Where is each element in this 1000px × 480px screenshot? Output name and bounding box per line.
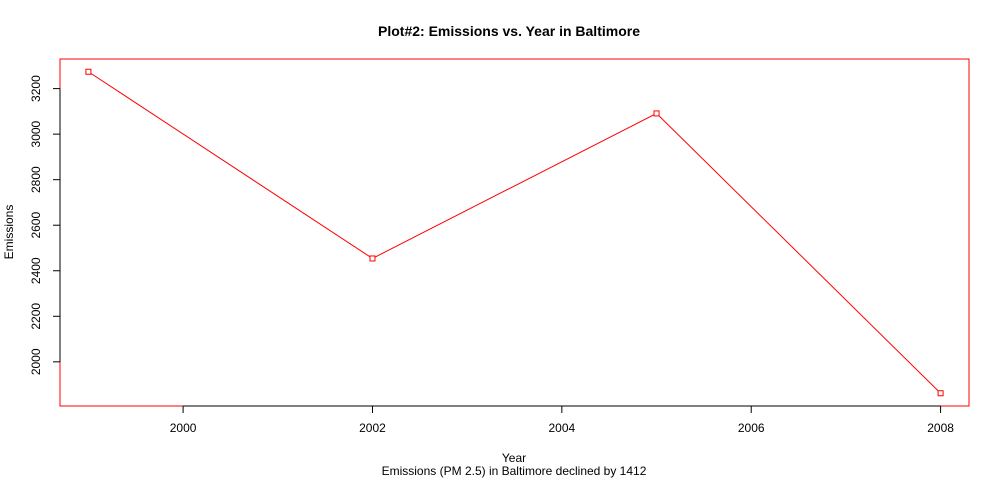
y-tick-label: 3200 [29, 75, 43, 102]
data-point-marker [653, 110, 660, 117]
plot-border [59, 58, 970, 407]
x-tick-label: 2002 [359, 421, 386, 435]
y-tick-label: 2600 [29, 212, 43, 239]
x-tick-label: 2008 [927, 421, 954, 435]
series [85, 68, 944, 397]
y-axis: 2000 2200 2400 2600 2800 3000 3200 [29, 75, 61, 375]
data-point-marker [369, 255, 376, 262]
x-tick-label: 2000 [170, 421, 197, 435]
y-tick-label: 2400 [29, 257, 43, 284]
y-axis-label: Emissions [2, 205, 16, 260]
x-axis: 2000 2002 2004 2006 2008 [170, 405, 954, 435]
data-point-marker [937, 390, 944, 397]
y-tick-label: 2000 [29, 348, 43, 375]
y-tick-label: 3000 [29, 120, 43, 147]
y-tick-label: 2200 [29, 303, 43, 330]
y-tick-label: 2800 [29, 166, 43, 193]
series-line [88, 71, 941, 394]
chart-title: Plot#2: Emissions vs. Year in Baltimore [378, 23, 640, 39]
x-tick-label: 2006 [738, 421, 765, 435]
data-point-marker [85, 68, 92, 75]
x-axis-label: Year [502, 451, 526, 465]
x-tick-label: 2004 [548, 421, 575, 435]
chart-caption: Emissions (PM 2.5) in Baltimore declined… [382, 464, 647, 478]
